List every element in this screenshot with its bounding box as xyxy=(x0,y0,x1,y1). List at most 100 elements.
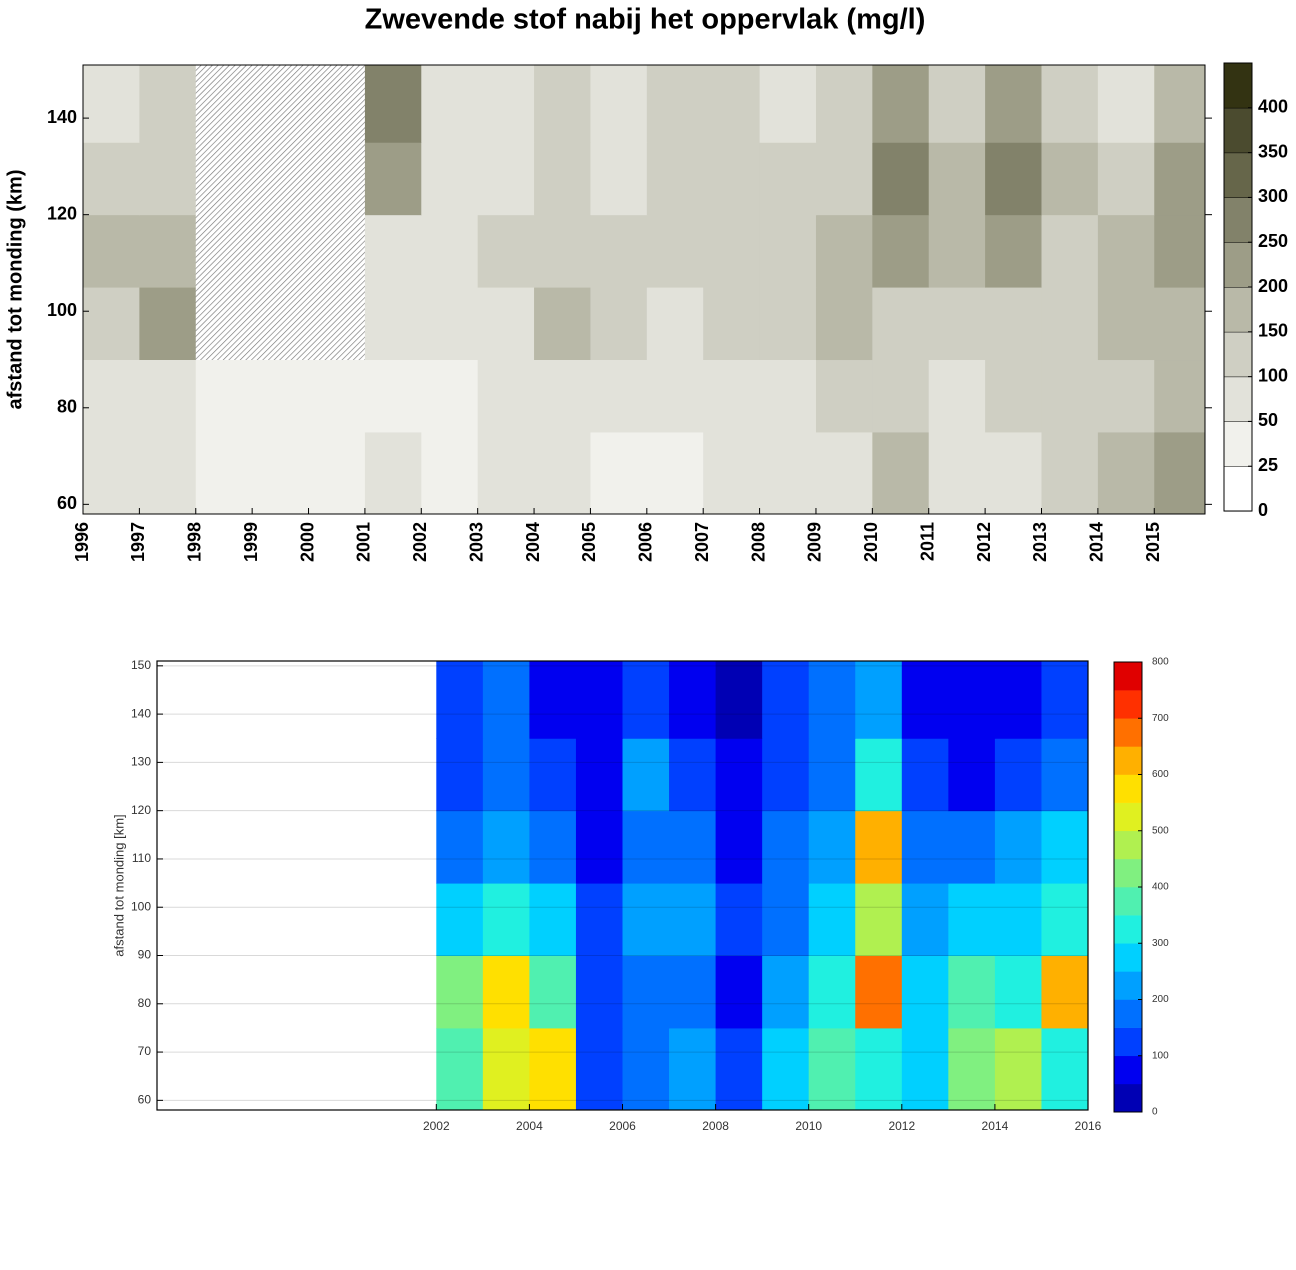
colorbar-band xyxy=(1223,197,1253,243)
contour-cell xyxy=(421,287,479,361)
x-tick-label: 2015 xyxy=(1143,522,1163,562)
contour-cell xyxy=(1041,214,1099,288)
contour-cell xyxy=(590,287,648,361)
colorbar-band xyxy=(1114,774,1142,803)
contour-cell xyxy=(872,142,930,216)
contour-cell xyxy=(669,883,717,957)
contour-cell xyxy=(252,287,310,361)
contour-cell xyxy=(482,661,530,739)
x-tick-label: 2003 xyxy=(466,522,486,562)
contour-cell xyxy=(1154,65,1206,143)
x-tick-label: 1996 xyxy=(72,522,92,562)
contour-cell xyxy=(1041,287,1099,361)
x-tick-label: 2016 xyxy=(1075,1119,1102,1133)
contour-cell xyxy=(534,431,591,515)
contour-cell xyxy=(590,65,648,143)
x-tick-label: 2014 xyxy=(982,1119,1009,1133)
contour-cell xyxy=(669,661,717,739)
x-tick-label: 2006 xyxy=(609,1119,636,1133)
x-tick-label: 2013 xyxy=(1030,522,1050,562)
colorbar-tick-label: 350 xyxy=(1258,141,1288,161)
contour-cell xyxy=(83,359,140,433)
contour-cell xyxy=(436,955,484,1029)
contour-cell xyxy=(715,1027,763,1111)
contour-cell xyxy=(308,65,366,143)
contour-cell xyxy=(364,65,422,143)
colorbar-band xyxy=(1223,376,1253,422)
contour-cell xyxy=(872,431,930,515)
contour-cell xyxy=(703,431,761,515)
contour-cell xyxy=(529,955,577,1029)
contour-cell xyxy=(139,431,197,515)
colorbar-tick-label: 250 xyxy=(1258,231,1288,251)
contour-cell xyxy=(815,142,873,216)
contour-cell xyxy=(482,810,530,884)
contour-cell xyxy=(534,359,591,433)
contour-cell xyxy=(195,359,253,433)
contour-cell xyxy=(436,661,484,739)
contour-cell xyxy=(872,214,930,288)
contour-cell xyxy=(703,142,761,216)
y-tick-label: 70 xyxy=(138,1044,152,1058)
contour-cell xyxy=(762,738,810,812)
y-tick-label: 100 xyxy=(47,300,77,320)
y-tick-label: 60 xyxy=(57,493,77,513)
x-tick-label: 2007 xyxy=(692,522,712,562)
colorbar-tick-label: 100 xyxy=(1258,365,1288,385)
contour-cell xyxy=(901,955,949,1029)
contour-cell xyxy=(762,661,810,739)
y-tick-label: 110 xyxy=(132,851,151,865)
contour-cell xyxy=(985,142,1042,216)
y-tick-label: 60 xyxy=(138,1093,152,1107)
contour-cell xyxy=(646,214,704,288)
contour-cell xyxy=(994,661,1042,739)
colorbar-tick-label: 500 xyxy=(1152,825,1169,836)
colorbar-band xyxy=(1223,286,1253,333)
contour-cell xyxy=(855,738,903,812)
x-tick-label: 2008 xyxy=(702,1119,729,1133)
plot-frame xyxy=(156,660,1089,1111)
contour-cell xyxy=(855,810,903,884)
contour-cell xyxy=(139,214,197,288)
contour-cell xyxy=(252,431,310,515)
contour-cell xyxy=(575,1027,623,1111)
contour-cell xyxy=(759,214,817,288)
contour-cell xyxy=(808,810,856,884)
colorbar-tick-label: 100 xyxy=(1152,1050,1169,1061)
x-tick-label: 2012 xyxy=(974,522,994,562)
contour-cell xyxy=(83,431,140,515)
colorbar-band xyxy=(1114,1027,1142,1057)
colorbar-band xyxy=(1223,331,1253,378)
colorbar-band xyxy=(1114,943,1142,972)
contour-cell xyxy=(948,810,996,884)
contour-cell xyxy=(252,65,310,143)
colorbar-tick-label: 300 xyxy=(1152,938,1169,949)
contour-cell xyxy=(534,65,591,143)
contour-cell xyxy=(948,738,996,812)
contour-cell xyxy=(759,431,817,515)
y-tick-label: 120 xyxy=(47,203,77,223)
contour-cell xyxy=(477,287,535,361)
contour-cell xyxy=(928,431,986,515)
colorbar-tick-label: 0 xyxy=(1152,1107,1158,1118)
contour-cell xyxy=(529,661,577,739)
colorbar-band xyxy=(1223,152,1253,198)
y-tick-label: 100 xyxy=(131,899,151,913)
contour-cell xyxy=(762,1027,810,1111)
x-tick-label: 2009 xyxy=(805,522,825,562)
colorbar-band xyxy=(1114,1055,1142,1085)
contour-cell xyxy=(855,883,903,957)
contour-cell xyxy=(759,65,817,143)
contour-cell xyxy=(308,431,366,515)
contour-cell xyxy=(1097,214,1155,288)
contour-cell xyxy=(872,287,930,361)
contour-cell xyxy=(139,359,197,433)
y-tick-label: 90 xyxy=(138,948,152,962)
contour-cell xyxy=(364,359,422,433)
y-axis-label: afstand tot monding [km] xyxy=(111,814,126,956)
contour-cell xyxy=(815,287,873,361)
contour-cell xyxy=(646,65,704,143)
contour-cell xyxy=(815,431,873,515)
colorbar-band xyxy=(1223,465,1253,512)
